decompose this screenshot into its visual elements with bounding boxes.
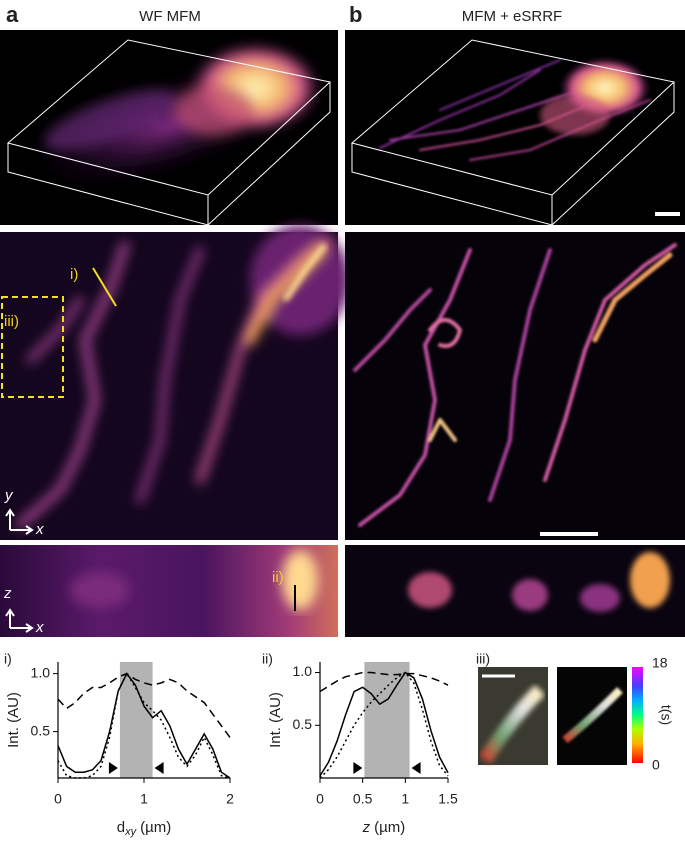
line [57, 672, 231, 738]
colorbar-min: 0 [652, 757, 660, 773]
edge-marker [411, 762, 421, 774]
edge-marker [108, 762, 118, 774]
x-axis-label: z (µm) [362, 819, 406, 836]
shaded-range [364, 662, 410, 778]
edge-marker [353, 762, 363, 774]
inset-iii: iii) 18 0 t(s) [476, 651, 674, 773]
image-xy-wf: i) iii) y x [0, 225, 350, 540]
box-label: iii) [4, 313, 19, 330]
line [319, 671, 449, 693]
chart-label: i) [4, 651, 12, 667]
line [57, 672, 231, 779]
axis-label: x [35, 521, 44, 538]
y-axis-label: Int. (AU) [5, 692, 22, 748]
x-tick-label: 1 [401, 791, 409, 807]
y-axis-label: Int. (AU) [267, 692, 284, 748]
chart-label: ii) [262, 651, 273, 667]
image-xz-wf: ii) z x [0, 545, 338, 637]
panel-title: WF MFM [139, 8, 201, 25]
axis-label: y [4, 487, 14, 504]
x-tick-label: 2 [226, 791, 234, 807]
x-label-unit: (µm) [374, 819, 405, 836]
colorbar-max: 18 [652, 655, 668, 671]
panel-title: MFM + eSRRF [462, 8, 562, 25]
line-label: i) [70, 266, 78, 283]
y-tick-label: 1.0 [293, 663, 313, 679]
axis-label: x [35, 619, 44, 636]
x-label-unit: (µm) [140, 819, 171, 836]
y-tick-label: 0.5 [293, 716, 313, 732]
x-label-main: z [362, 819, 371, 836]
x-tick-label: 0.5 [353, 791, 373, 807]
panel-label: b [349, 2, 362, 27]
x-tick-label: 1.5 [438, 791, 458, 807]
x-label-sub: xy [124, 826, 138, 838]
colorbar-label: t(s) [658, 705, 674, 725]
line [319, 671, 449, 777]
image-xz-esrrf [345, 545, 685, 637]
x-label-main: d [117, 819, 125, 836]
x-tick-label: 0 [316, 791, 324, 807]
panel-label: a [6, 2, 19, 27]
axis-label: z [3, 585, 12, 602]
image-3d-wf [0, 30, 338, 226]
edge-marker [154, 762, 164, 774]
line-label: ii) [272, 569, 284, 586]
shaded-range [119, 662, 153, 778]
image-3d-esrrf [345, 30, 685, 226]
line [57, 672, 231, 779]
x-axis-label: dxy (µm) [117, 819, 171, 838]
line [319, 671, 449, 779]
x-tick-label: 0 [54, 791, 62, 807]
x-tick-label: 1 [140, 791, 148, 807]
image-xy-esrrf [345, 232, 685, 540]
y-tick-label: 0.5 [31, 722, 51, 738]
y-tick-label: 1.0 [31, 664, 51, 680]
inset-label: iii) [476, 651, 490, 667]
